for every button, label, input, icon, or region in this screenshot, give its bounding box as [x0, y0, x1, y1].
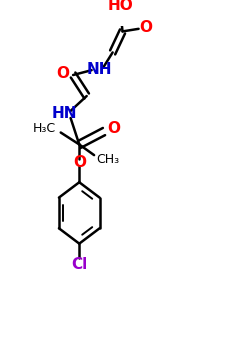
Text: HO: HO — [108, 0, 134, 13]
Text: H₃C: H₃C — [33, 122, 56, 135]
Text: CH₃: CH₃ — [96, 153, 120, 167]
Text: NH: NH — [87, 62, 112, 77]
Text: O: O — [56, 66, 69, 81]
Text: Cl: Cl — [71, 257, 88, 272]
Text: HN: HN — [52, 106, 77, 121]
Text: O: O — [139, 20, 152, 35]
Text: O: O — [73, 155, 86, 170]
Text: O: O — [108, 121, 120, 136]
